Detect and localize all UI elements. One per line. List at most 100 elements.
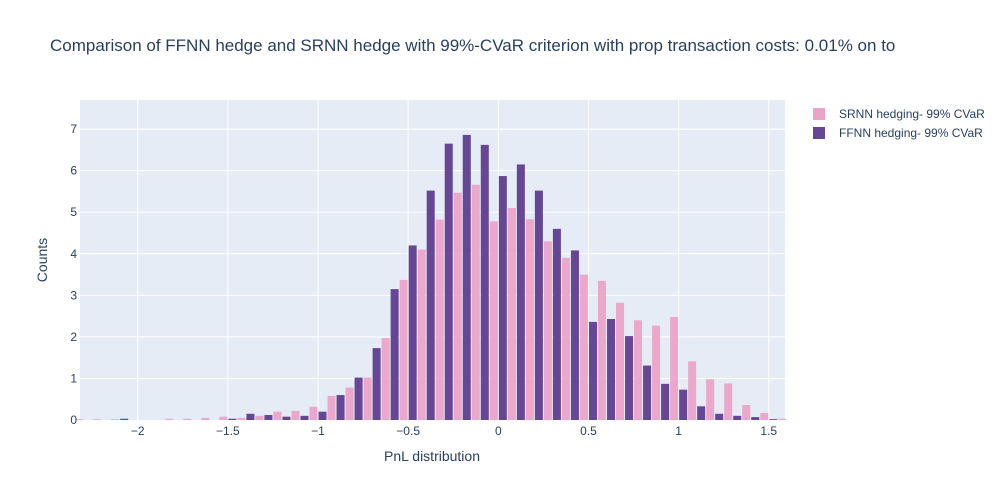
bar[interactable] (282, 416, 291, 420)
chart-title: Comparison of FFNN hedge and SRNN hedge … (50, 36, 895, 55)
bar[interactable] (706, 379, 715, 420)
legend-item[interactable]: SRNN hedging- 99% CVaR (813, 107, 985, 121)
bar[interactable] (246, 413, 255, 420)
bar[interactable] (480, 144, 489, 420)
bar[interactable] (120, 418, 129, 420)
bar[interactable] (579, 274, 588, 420)
bar[interactable] (507, 208, 516, 420)
bar[interactable] (607, 319, 616, 420)
bar[interactable] (516, 164, 525, 420)
bar[interactable] (616, 302, 625, 420)
legend-swatch (813, 108, 825, 120)
bar[interactable] (354, 377, 363, 420)
x-tick-label: 1.5 (760, 424, 777, 438)
bar[interactable] (733, 415, 742, 420)
y-tick-label: 1 (70, 371, 77, 385)
y-tick-label: 6 (70, 164, 77, 178)
x-tick-label: −1 (311, 424, 325, 438)
bar[interactable] (652, 325, 661, 420)
y-tick-label: 3 (70, 288, 77, 302)
bar[interactable] (408, 245, 417, 420)
bar[interactable] (570, 250, 579, 420)
bar[interactable] (715, 413, 724, 420)
legend[interactable]: SRNN hedging- 99% CVaR FFNN hedging- 99% … (813, 107, 985, 140)
bar[interactable] (75, 419, 84, 420)
bar[interactable] (751, 417, 760, 420)
bar[interactable] (688, 361, 697, 420)
bar[interactable] (498, 176, 507, 420)
bar[interactable] (165, 418, 174, 420)
bar[interactable] (670, 316, 679, 420)
bar[interactable] (300, 415, 309, 420)
bar[interactable] (183, 418, 192, 420)
y-tick-label: 5 (70, 205, 77, 219)
x-tick-label: 1 (675, 424, 682, 438)
bar[interactable] (543, 241, 552, 420)
bar[interactable] (390, 289, 399, 420)
bar[interactable] (228, 418, 237, 420)
bar[interactable] (444, 143, 453, 420)
bar[interactable] (435, 219, 444, 420)
x-tick-label: −1.5 (216, 424, 240, 438)
legend-swatch (813, 127, 825, 139)
series-srnn (75, 184, 787, 420)
bar[interactable] (237, 417, 246, 420)
bar[interactable] (742, 405, 751, 420)
bar[interactable] (643, 365, 652, 420)
y-tick-label: 2 (70, 330, 77, 344)
bar[interactable] (597, 280, 606, 420)
bar[interactable] (93, 419, 102, 420)
bar[interactable] (769, 419, 778, 420)
legend-label: FFNN hedging- 99% CVaR (839, 126, 983, 140)
bar[interactable] (462, 134, 471, 420)
bar[interactable] (345, 387, 354, 420)
bar[interactable] (561, 257, 570, 420)
bar[interactable] (264, 415, 273, 420)
bar[interactable] (588, 321, 597, 420)
bar[interactable] (471, 184, 480, 420)
y-axis-title: Counts (34, 238, 50, 282)
x-tick-label: −0.5 (396, 424, 420, 438)
bar[interactable] (327, 395, 336, 420)
y-tick-labels: 0 1 2 3 4 5 6 7 (70, 122, 77, 427)
legend-item[interactable]: FFNN hedging- 99% CVaR (813, 126, 983, 140)
bar[interactable] (273, 411, 282, 420)
bar[interactable] (697, 406, 706, 420)
bar[interactable] (453, 192, 462, 420)
bar[interactable] (255, 415, 264, 420)
bar[interactable] (778, 418, 787, 420)
bar[interactable] (291, 410, 300, 420)
bar[interactable] (489, 221, 498, 420)
bar[interactable] (634, 320, 643, 420)
bar[interactable] (372, 348, 381, 420)
x-axis-title: PnL distribution (384, 448, 480, 464)
bar[interactable] (381, 338, 390, 420)
bar[interactable] (363, 377, 372, 420)
x-tick-labels: −2 −1.5 −1 −0.5 0 0.5 1 1.5 (131, 424, 778, 438)
bar[interactable] (679, 389, 688, 420)
bar[interactable] (201, 417, 210, 420)
series-ffnn (120, 134, 778, 420)
bar[interactable] (426, 190, 435, 420)
x-tick-label: 0.5 (580, 424, 597, 438)
bar[interactable] (336, 395, 345, 420)
bar[interactable] (534, 190, 543, 420)
bar[interactable] (625, 336, 634, 420)
bar[interactable] (399, 279, 408, 420)
bar[interactable] (661, 383, 670, 420)
bars-layer (75, 134, 787, 420)
legend-label: SRNN hedging- 99% CVaR (839, 107, 985, 121)
bar[interactable] (417, 249, 426, 420)
x-tick-label: −2 (131, 424, 145, 438)
bar[interactable] (111, 419, 120, 420)
bar[interactable] (525, 219, 534, 420)
y-tick-label: 4 (70, 247, 77, 261)
bar[interactable] (219, 416, 228, 420)
bar[interactable] (724, 383, 733, 420)
bar[interactable] (760, 412, 769, 420)
bar[interactable] (318, 411, 327, 420)
bar[interactable] (309, 406, 318, 420)
bar[interactable] (552, 228, 561, 420)
